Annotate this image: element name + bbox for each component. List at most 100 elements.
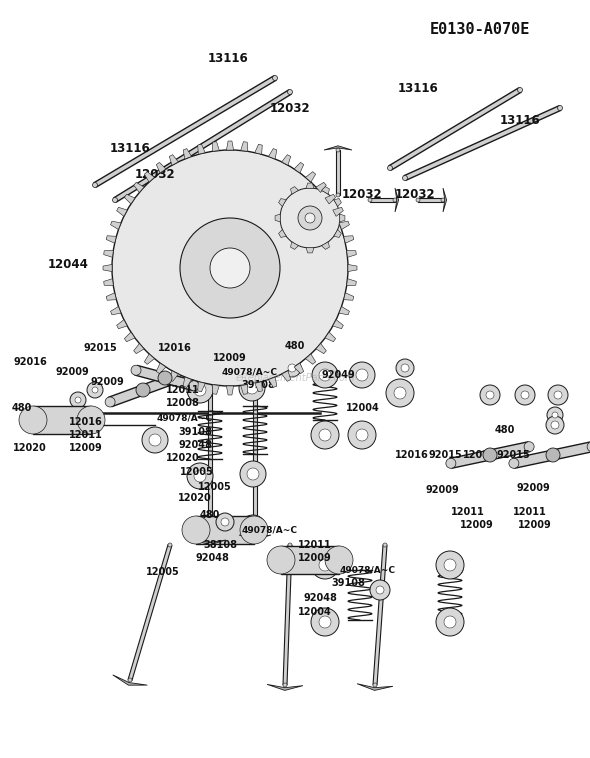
- Text: 92048: 92048: [178, 440, 212, 450]
- Polygon shape: [316, 183, 326, 193]
- Circle shape: [547, 407, 563, 423]
- Polygon shape: [306, 248, 314, 253]
- Polygon shape: [117, 320, 127, 329]
- Text: 12004: 12004: [298, 607, 332, 617]
- Circle shape: [171, 373, 181, 383]
- Polygon shape: [343, 293, 354, 300]
- Circle shape: [552, 412, 558, 418]
- Polygon shape: [106, 236, 116, 243]
- Polygon shape: [333, 207, 343, 216]
- Text: 92009: 92009: [55, 367, 89, 377]
- Polygon shape: [212, 142, 219, 152]
- Circle shape: [524, 442, 534, 452]
- Polygon shape: [513, 442, 590, 468]
- Circle shape: [105, 397, 115, 407]
- Circle shape: [373, 683, 377, 687]
- Polygon shape: [336, 150, 340, 195]
- Text: 92015: 92015: [428, 450, 462, 460]
- Circle shape: [168, 543, 172, 547]
- Text: 49078/A~C: 49078/A~C: [340, 565, 396, 575]
- Polygon shape: [290, 186, 299, 194]
- Text: 480: 480: [200, 510, 220, 520]
- Polygon shape: [333, 320, 343, 329]
- Circle shape: [247, 522, 259, 534]
- Circle shape: [247, 468, 259, 480]
- Circle shape: [436, 608, 464, 636]
- Circle shape: [312, 362, 338, 388]
- Polygon shape: [134, 183, 144, 193]
- Circle shape: [388, 165, 392, 171]
- Circle shape: [283, 359, 301, 377]
- Polygon shape: [198, 144, 205, 155]
- Polygon shape: [306, 354, 316, 365]
- Polygon shape: [156, 363, 166, 374]
- Circle shape: [253, 378, 257, 382]
- Circle shape: [444, 616, 456, 628]
- Text: 12020: 12020: [166, 453, 200, 463]
- Text: 12032: 12032: [135, 168, 175, 181]
- Circle shape: [19, 406, 47, 434]
- Polygon shape: [325, 194, 336, 204]
- Circle shape: [325, 546, 353, 574]
- Polygon shape: [370, 198, 395, 202]
- Polygon shape: [198, 382, 205, 392]
- Circle shape: [509, 459, 519, 468]
- Circle shape: [253, 533, 257, 537]
- Text: 92015: 92015: [83, 343, 117, 353]
- Text: 92049: 92049: [321, 370, 355, 380]
- Text: 12005: 12005: [146, 567, 180, 577]
- Polygon shape: [339, 221, 349, 230]
- Circle shape: [349, 362, 375, 388]
- Text: 49078/A~C: 49078/A~C: [157, 414, 213, 422]
- Circle shape: [240, 515, 266, 541]
- Text: 92009: 92009: [516, 483, 550, 493]
- Circle shape: [311, 551, 339, 579]
- Polygon shape: [156, 162, 166, 173]
- Circle shape: [112, 150, 348, 386]
- Circle shape: [180, 218, 280, 318]
- Circle shape: [383, 543, 387, 547]
- Polygon shape: [169, 371, 178, 381]
- Text: 13116: 13116: [500, 114, 540, 127]
- Text: 12044: 12044: [48, 258, 88, 271]
- Circle shape: [446, 459, 456, 468]
- Polygon shape: [281, 371, 291, 381]
- Circle shape: [194, 384, 206, 396]
- Text: 12004: 12004: [346, 403, 380, 413]
- Polygon shape: [268, 377, 277, 387]
- Polygon shape: [104, 279, 113, 286]
- Circle shape: [336, 193, 340, 197]
- Circle shape: [93, 183, 97, 187]
- Circle shape: [113, 198, 117, 202]
- Circle shape: [370, 580, 390, 600]
- Circle shape: [444, 559, 456, 571]
- Text: 480: 480: [12, 403, 32, 413]
- Polygon shape: [33, 406, 91, 434]
- Circle shape: [311, 608, 339, 636]
- Circle shape: [210, 248, 250, 288]
- Circle shape: [246, 382, 258, 394]
- Circle shape: [288, 543, 292, 547]
- Circle shape: [77, 406, 105, 434]
- Polygon shape: [281, 546, 339, 574]
- Polygon shape: [145, 354, 155, 365]
- Text: 12020: 12020: [178, 493, 212, 503]
- Circle shape: [386, 379, 414, 407]
- Circle shape: [356, 369, 368, 381]
- Circle shape: [376, 586, 384, 594]
- Polygon shape: [306, 183, 314, 188]
- Circle shape: [240, 461, 266, 487]
- Polygon shape: [306, 171, 316, 182]
- Text: E0130-A070E: E0130-A070E: [430, 22, 530, 37]
- Polygon shape: [255, 144, 262, 155]
- Polygon shape: [347, 279, 356, 286]
- Circle shape: [319, 616, 331, 628]
- Polygon shape: [241, 142, 248, 152]
- Polygon shape: [239, 535, 271, 540]
- Polygon shape: [343, 236, 354, 243]
- Text: 12020: 12020: [13, 443, 47, 453]
- Polygon shape: [290, 242, 299, 249]
- Circle shape: [216, 513, 234, 531]
- Circle shape: [194, 470, 206, 482]
- Text: 12016: 12016: [158, 343, 192, 353]
